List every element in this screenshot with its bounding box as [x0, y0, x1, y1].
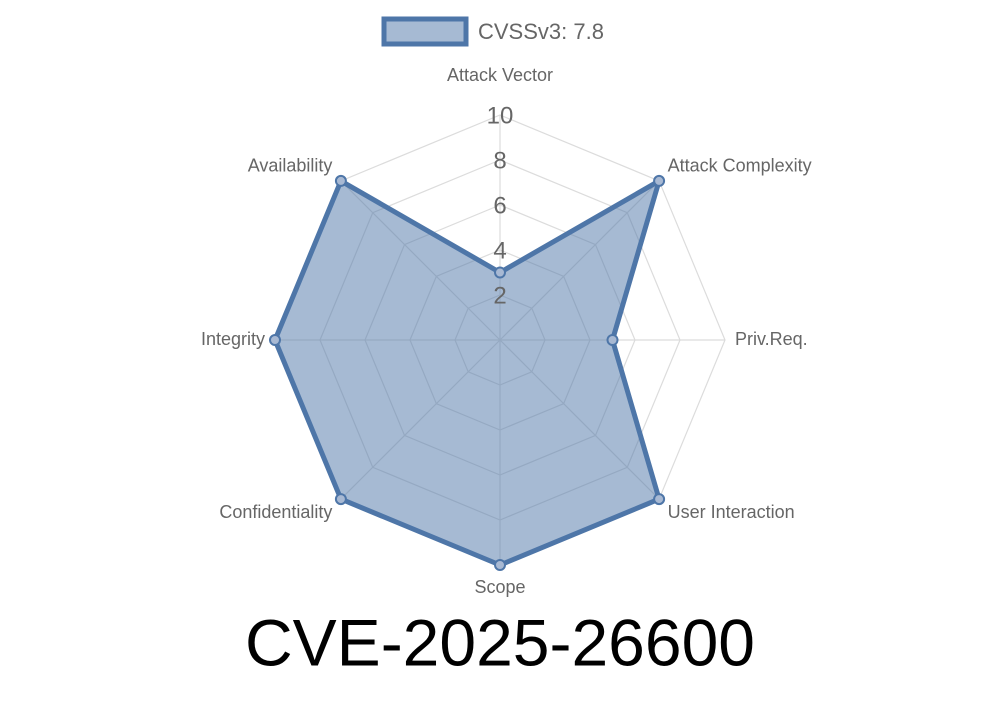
axis-label: Attack Vector [447, 65, 553, 85]
legend-swatch [381, 16, 469, 47]
chart-title: CVE-2025-26600 [245, 605, 755, 679]
axis-label: Integrity [201, 329, 265, 349]
data-point [653, 493, 666, 506]
axis-label: Confidentiality [219, 502, 332, 522]
data-point [269, 334, 281, 346]
r-tick-label: 2 [493, 282, 506, 309]
r-tick-label: 4 [493, 237, 506, 264]
data-point [494, 559, 506, 571]
data-point [653, 174, 666, 187]
axis-label: User Interaction [668, 502, 795, 522]
series-area [272, 178, 662, 568]
axis-label: Availability [248, 156, 333, 176]
data-point [494, 266, 506, 279]
axis-label: Attack Complexity [668, 156, 812, 176]
axis-label: Scope [474, 577, 525, 597]
r-tick-label: 8 [493, 147, 506, 174]
data-point [334, 493, 347, 506]
r-tick-label: 10 [487, 102, 514, 129]
r-tick-label: 6 [493, 192, 506, 219]
data-point [606, 334, 619, 346]
legend-label: CVSSv3: 7.8 [478, 19, 604, 44]
data-point [334, 174, 347, 187]
axis-label: Priv.Req. [735, 329, 808, 349]
